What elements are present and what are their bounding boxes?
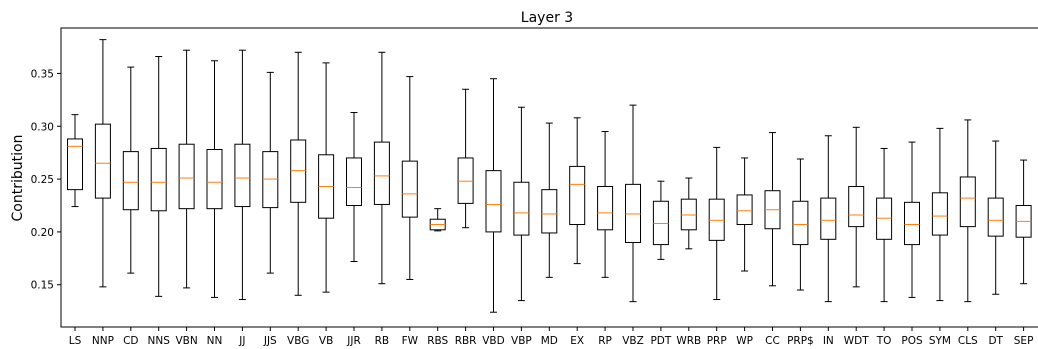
box-VBP bbox=[513, 181, 530, 236]
x-tick-label: VBN bbox=[175, 335, 197, 347]
y-tick-label: 0.15 bbox=[31, 280, 54, 292]
x-tick-label: WP bbox=[736, 335, 753, 347]
x-tick-label: TO bbox=[876, 335, 892, 347]
x-tick-label: PDT bbox=[650, 335, 671, 347]
x-tick-label: MD bbox=[541, 335, 558, 347]
box-RBR bbox=[457, 157, 474, 204]
plot-area: 0.15 0.20 0.25 0.30 0.35 LS NNP CD NNS VBN NN JJ JJS… bbox=[31, 39, 1034, 347]
x-tick-label: VBG bbox=[287, 335, 309, 347]
x-tick-label: JJ bbox=[238, 335, 245, 347]
box-NNS bbox=[150, 147, 167, 212]
x-tick-label: SYM bbox=[929, 335, 951, 347]
x-tick-label: RBS bbox=[427, 335, 448, 347]
box-PRP bbox=[708, 198, 725, 241]
box-VBD bbox=[485, 170, 502, 233]
box-TO bbox=[876, 197, 893, 240]
y-tick-label: 0.30 bbox=[31, 121, 54, 133]
x-tick-label: RP bbox=[598, 335, 612, 347]
x-tick-label: VBZ bbox=[622, 335, 644, 347]
x-tick-label: SEP bbox=[1014, 335, 1034, 347]
x-tick-label: RBR bbox=[455, 335, 477, 347]
x-tick-label: NNS bbox=[148, 335, 171, 347]
x-tick-label: IN bbox=[823, 335, 834, 347]
box-NN bbox=[206, 149, 223, 210]
box-JJS bbox=[262, 151, 279, 209]
box-JJ bbox=[234, 143, 251, 208]
box-VBN bbox=[178, 143, 195, 210]
box-VBZ bbox=[625, 183, 641, 243]
x-tick-label: POS bbox=[901, 335, 923, 347]
x-tick-label: VBD bbox=[482, 335, 504, 347]
box-DT bbox=[987, 197, 1004, 237]
box-JJR bbox=[346, 157, 362, 206]
x-tick-label: WRB bbox=[676, 335, 701, 347]
box-WRB bbox=[680, 198, 697, 231]
x-tick-label: FW bbox=[402, 335, 419, 347]
y-tick-label: 0.35 bbox=[31, 68, 54, 80]
y-axis-title: Contribution bbox=[10, 135, 26, 222]
box-WDT bbox=[848, 185, 865, 228]
box-NNP bbox=[94, 123, 111, 199]
box-RB bbox=[373, 141, 390, 205]
box-PRP$ bbox=[792, 200, 809, 246]
box-IN bbox=[820, 197, 837, 240]
box-RP bbox=[597, 185, 614, 231]
x-tick-label: LS bbox=[69, 335, 82, 347]
box-POS bbox=[904, 201, 920, 246]
x-tick-label: WDT bbox=[844, 335, 869, 347]
chart-title: Layer 3 bbox=[521, 10, 573, 26]
box-FW bbox=[401, 160, 418, 218]
box-MD bbox=[541, 189, 558, 234]
x-tick-label: JJS bbox=[263, 335, 277, 347]
x-tick-label: NN bbox=[207, 335, 223, 347]
x-tick-label: VB bbox=[319, 335, 333, 347]
box-CLS bbox=[959, 176, 976, 228]
x-tick-label: JJR bbox=[346, 335, 361, 347]
box-EX bbox=[569, 165, 586, 226]
x-tick-label: CD bbox=[123, 335, 138, 347]
x-tick-label: VBP bbox=[511, 335, 532, 347]
box-VBG bbox=[290, 139, 307, 203]
x-tick-label: CLS bbox=[958, 335, 978, 347]
x-tick-label: PRP$ bbox=[787, 335, 814, 347]
x-tick-label: CC bbox=[765, 335, 780, 347]
x-tick-label: NNP bbox=[92, 335, 114, 347]
x-tick-label: PRP bbox=[707, 335, 727, 347]
y-tick-label: 0.20 bbox=[31, 227, 54, 239]
box-WP bbox=[736, 194, 753, 226]
box-CD bbox=[122, 151, 139, 211]
x-tick-label: EX bbox=[570, 335, 584, 347]
x-tick-label: DT bbox=[988, 335, 1003, 347]
box-SYM bbox=[931, 192, 948, 236]
x-tick-label: RB bbox=[375, 335, 390, 347]
y-tick-label: 0.25 bbox=[31, 174, 54, 186]
box-PDT bbox=[652, 200, 669, 246]
axis-frame bbox=[60, 27, 1038, 328]
box-LS bbox=[67, 138, 83, 191]
